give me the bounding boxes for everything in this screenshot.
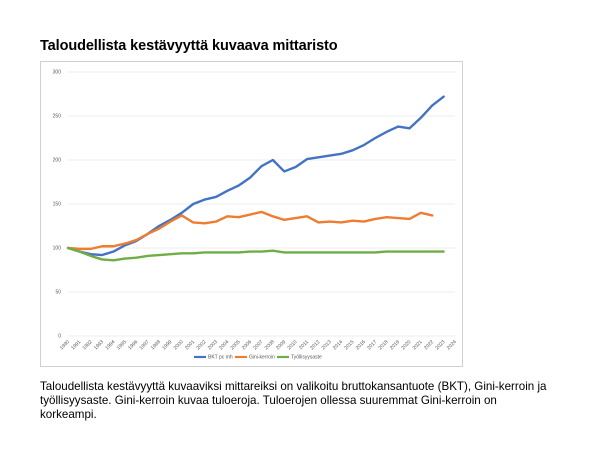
x-tick-label: 2000	[173, 339, 185, 351]
y-tick-label: 200	[53, 158, 62, 164]
x-tick-label: 1994	[104, 339, 116, 351]
x-tick-label: 1993	[93, 339, 105, 351]
x-tick-label: 1990	[59, 339, 71, 351]
x-tick-label: 2020	[400, 339, 412, 351]
x-tick-label: 2019	[389, 339, 401, 351]
gridlines	[68, 71, 455, 337]
y-axis-ticks: 0 50 100 150 200 250 300	[53, 70, 62, 340]
y-tick-label: 150	[53, 202, 62, 208]
legend-label: Gini-kerroin	[249, 355, 275, 361]
y-tick-label: 250	[53, 114, 62, 120]
x-tick-label: 2001	[184, 339, 196, 351]
x-tick-label: 1999	[161, 339, 173, 351]
legend-label: BKT pc mh	[208, 355, 233, 361]
x-tick-label: 2009	[275, 339, 287, 351]
x-tick-label: 1998	[150, 339, 162, 351]
y-tick-label: 50	[55, 290, 61, 296]
x-tick-label: 2002	[195, 339, 207, 351]
x-tick-label: 2014	[332, 339, 344, 351]
y-tick-label: 300	[53, 70, 62, 76]
x-tick-label: 2012	[309, 339, 321, 351]
x-tick-label: 1992	[82, 339, 94, 351]
x-tick-label: 2010	[286, 339, 298, 351]
x-tick-label: 2024	[446, 339, 458, 351]
x-tick-label: 2013	[321, 339, 333, 351]
x-tick-label: 2006	[241, 339, 253, 351]
x-tick-label: 2003	[207, 339, 219, 351]
x-tick-label: 1997	[138, 339, 150, 351]
chart-caption: Taloudellista kestävyyttä kuvaaviksi mit…	[40, 380, 547, 421]
x-tick-label: 2022	[423, 339, 435, 351]
series-line-2	[66, 246, 445, 262]
x-tick-label: 2004	[218, 339, 230, 351]
legend: BKT pc mh Gini-kerroin Työllisyysaste	[194, 355, 322, 361]
y-tick-label: 0	[58, 334, 61, 340]
page-title: Taloudellista kestävyyttä kuvaava mittar…	[40, 38, 338, 54]
x-tick-label: 2005	[230, 339, 242, 351]
x-tick-label: 2021	[412, 339, 424, 351]
x-tick-label: 2023	[434, 339, 446, 351]
x-tick-label: 2017	[366, 339, 378, 351]
chart-frame: 0 50 100 150 200 250 300 1990 1991 1992 1993 1994 1…	[40, 61, 463, 367]
series-lines	[66, 95, 445, 262]
x-tick-label: 2011	[298, 339, 310, 351]
y-tick-label: 100	[53, 246, 62, 252]
x-axis-ticks: 1990 1991 1992 1993 1994 1995 1996 1997 1998 1999…	[59, 339, 458, 351]
x-tick-label: 2018	[378, 339, 390, 351]
series-line-0	[66, 95, 445, 257]
x-tick-label: 2016	[355, 339, 367, 351]
legend-label: Työllisyysaste	[291, 355, 322, 361]
x-tick-label: 2007	[252, 339, 264, 351]
series-line-1	[66, 210, 434, 251]
x-tick-label: 2015	[343, 339, 355, 351]
x-tick-label: 1996	[127, 339, 139, 351]
x-tick-label: 2008	[264, 339, 276, 351]
x-tick-label: 1991	[70, 339, 82, 351]
x-tick-label: 1995	[116, 339, 128, 351]
